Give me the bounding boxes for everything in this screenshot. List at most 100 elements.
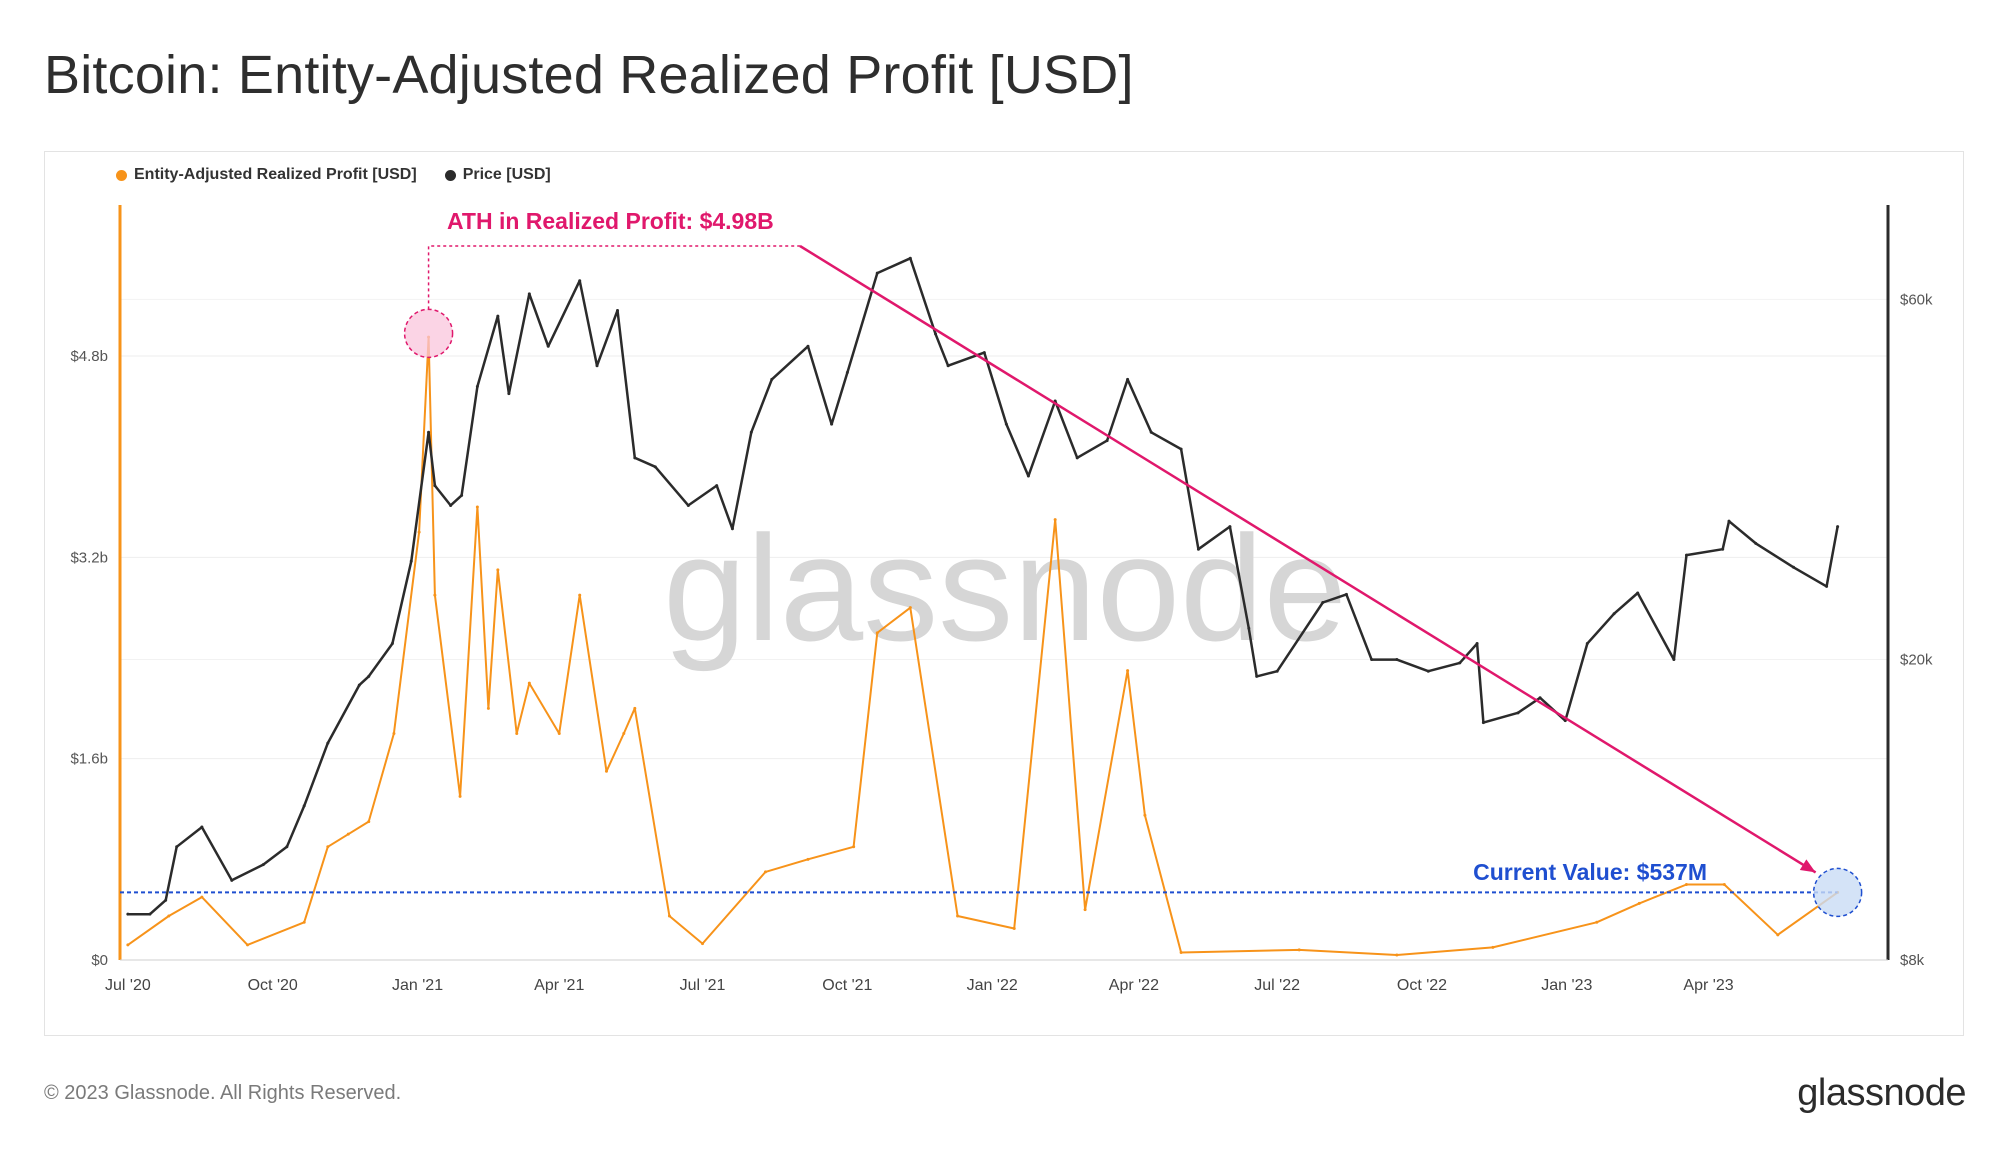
price-point bbox=[715, 484, 719, 488]
price-point bbox=[126, 912, 130, 916]
ath-marker bbox=[403, 308, 454, 359]
profit-point bbox=[633, 706, 637, 710]
price-point bbox=[770, 377, 774, 381]
price-point bbox=[1721, 547, 1725, 551]
profit-point bbox=[458, 794, 462, 798]
x-tick-label: Oct '22 bbox=[1397, 977, 1447, 994]
profit-point bbox=[475, 505, 479, 509]
price-point bbox=[1026, 474, 1030, 478]
price-point bbox=[653, 465, 657, 469]
price-point bbox=[1370, 658, 1374, 662]
profit-point bbox=[367, 820, 371, 824]
price-point bbox=[175, 845, 179, 849]
legend-item-profit[interactable]: Entity-Adjusted Realized Profit [USD] bbox=[116, 166, 417, 184]
price-point bbox=[1636, 591, 1640, 595]
profit-point bbox=[515, 732, 519, 735]
profit-point bbox=[1776, 933, 1780, 937]
price-point bbox=[1825, 584, 1829, 588]
price-point bbox=[830, 422, 834, 426]
price-point bbox=[633, 456, 637, 460]
profit-point bbox=[302, 920, 306, 924]
price-point bbox=[982, 351, 986, 355]
price-point bbox=[200, 825, 204, 829]
profit-point bbox=[1722, 883, 1726, 886]
price-point bbox=[1196, 547, 1200, 551]
profit-point bbox=[1012, 927, 1016, 931]
price-point bbox=[908, 256, 912, 260]
profit-point bbox=[167, 914, 171, 918]
price-point bbox=[1426, 669, 1430, 673]
profit-point bbox=[126, 943, 130, 947]
profit-point bbox=[1637, 901, 1641, 905]
y-left-tick-label: $1.6b bbox=[70, 751, 108, 768]
price-point bbox=[1684, 553, 1688, 557]
price-point bbox=[1475, 642, 1479, 646]
price-point bbox=[1516, 711, 1520, 715]
price-point bbox=[1149, 430, 1153, 434]
trend-arrow-head bbox=[1799, 859, 1816, 873]
price-point bbox=[615, 308, 619, 312]
price-point bbox=[1126, 377, 1130, 381]
profit-point bbox=[806, 857, 810, 861]
price-point bbox=[230, 878, 234, 882]
price-point bbox=[1255, 674, 1259, 678]
y-right-tick-label: $8k bbox=[1900, 952, 1925, 969]
profit-point bbox=[701, 942, 705, 946]
price-point bbox=[261, 863, 265, 867]
legend-dot-profit bbox=[116, 169, 127, 181]
price-point bbox=[1247, 626, 1251, 630]
price-point bbox=[1275, 669, 1279, 673]
price-point bbox=[1538, 696, 1542, 700]
x-tick-label: Jul '20 bbox=[105, 977, 151, 994]
price-point bbox=[1792, 565, 1796, 569]
profit-point bbox=[392, 732, 396, 735]
price-point bbox=[496, 314, 500, 318]
current-value-label: Current Value: $537M bbox=[1473, 859, 1707, 885]
price-point bbox=[875, 271, 879, 275]
profit-point bbox=[496, 568, 500, 572]
price-point bbox=[357, 683, 361, 687]
price-point bbox=[285, 845, 289, 849]
profit-point bbox=[1126, 669, 1130, 673]
profit-point bbox=[1083, 908, 1087, 912]
profit-point bbox=[908, 606, 912, 610]
price-point bbox=[302, 804, 306, 808]
annotation-layer: ATH in Realized Profit: $4.98B Current Va… bbox=[120, 208, 1863, 918]
profit-point bbox=[852, 845, 856, 849]
copyright-text: © 2023 Glassnode. All Rights Reserved. bbox=[44, 1082, 402, 1104]
price-point bbox=[1727, 519, 1731, 523]
trend-arrow-line bbox=[799, 244, 1817, 874]
brand-logo: glassnode bbox=[1797, 1072, 1966, 1114]
price-point bbox=[1754, 541, 1758, 545]
profit-point bbox=[346, 832, 350, 836]
x-tick-label: Jan '22 bbox=[967, 977, 1018, 994]
x-tick-label: Apr '23 bbox=[1683, 977, 1733, 994]
price-point bbox=[1105, 439, 1109, 443]
price-point bbox=[1836, 525, 1840, 529]
x-tick-label: Oct '21 bbox=[822, 977, 872, 994]
price-point bbox=[1612, 612, 1616, 616]
legend-item-price[interactable]: Price [USD] bbox=[444, 166, 551, 184]
profit-point bbox=[246, 943, 250, 947]
current-marker bbox=[1812, 867, 1863, 918]
price-point bbox=[1344, 592, 1348, 596]
profit-point bbox=[604, 769, 608, 773]
x-tick-label: Jan '21 bbox=[392, 977, 443, 994]
profit-point bbox=[1595, 920, 1599, 924]
page-title: Bitcoin: Entity-Adjusted Realized Profit… bbox=[44, 45, 1134, 105]
x-tick-label: Apr '22 bbox=[1109, 977, 1159, 994]
price-point bbox=[686, 503, 690, 507]
y-right-tick-label: $20k bbox=[1900, 652, 1933, 669]
price-point bbox=[1481, 721, 1485, 725]
price-point bbox=[326, 741, 330, 745]
price-point bbox=[1585, 642, 1589, 646]
chart-panel bbox=[44, 151, 1964, 1036]
profit-line bbox=[127, 336, 1839, 956]
price-point bbox=[806, 344, 810, 348]
price-point bbox=[578, 279, 582, 283]
y-left-tick-label: $4.8b bbox=[70, 348, 108, 365]
y-right-tick-label: $60k bbox=[1900, 291, 1933, 308]
price-point bbox=[946, 364, 950, 368]
price-point bbox=[1672, 658, 1676, 662]
